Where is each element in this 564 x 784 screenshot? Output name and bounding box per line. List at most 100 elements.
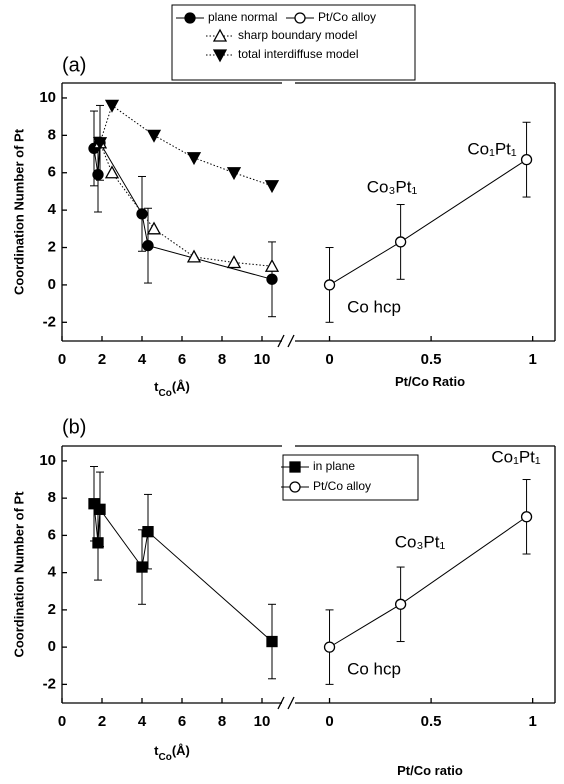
annotation: Co₁Pt₁ xyxy=(491,447,541,466)
y-tick-label: 2 xyxy=(48,601,56,618)
y-tick-label: 6 xyxy=(48,164,56,181)
legend-box xyxy=(282,454,419,501)
x-axis-label-part: Pt/Co ratio xyxy=(397,763,463,778)
annotation: Co hcp xyxy=(347,659,401,678)
x-axis-label-part: Co xyxy=(158,752,171,763)
x-tick-label: 0 xyxy=(325,351,333,368)
axis-break xyxy=(287,334,295,348)
marker xyxy=(186,249,202,263)
x-tick-label: 6 xyxy=(178,351,186,368)
marker xyxy=(92,537,104,549)
marker xyxy=(104,165,120,179)
y-tick-label: -2 xyxy=(43,313,56,330)
annotation: Co₁Pt₁ xyxy=(467,139,517,158)
x-axis-label: tCo(Å) xyxy=(154,379,190,399)
annotation: Co hcp xyxy=(347,297,401,316)
legend-label: sharp boundary model xyxy=(238,28,357,42)
marker xyxy=(323,279,336,291)
x-tick-label: 0 xyxy=(58,713,66,730)
marker xyxy=(94,503,106,515)
axis-break xyxy=(277,696,285,710)
marker xyxy=(226,255,242,269)
x-axis-label-part: (Å) xyxy=(172,379,190,394)
x-tick-label: 2 xyxy=(98,351,106,368)
x-tick-label: 0 xyxy=(325,713,333,730)
marker xyxy=(146,221,162,235)
y-tick-label: 0 xyxy=(48,638,56,655)
x-tick-label: 6 xyxy=(178,713,186,730)
marker xyxy=(142,526,154,538)
legend-marker xyxy=(212,28,228,42)
legend-marker xyxy=(294,12,306,24)
x-tick-label: 0.5 xyxy=(421,351,442,368)
marker xyxy=(186,152,202,166)
marker xyxy=(394,236,407,248)
series-line xyxy=(93,503,273,642)
x-axis-label: tCo(Å) xyxy=(154,743,190,763)
marker xyxy=(323,641,336,653)
y-tick-label: 4 xyxy=(48,201,57,218)
marker xyxy=(136,208,148,220)
legend-label: Pt/Co alloy xyxy=(318,10,376,24)
y-tick-label: 4 xyxy=(48,564,57,581)
marker xyxy=(520,511,533,523)
series-line xyxy=(329,159,527,286)
x-axis-label-part: (Å) xyxy=(172,743,190,758)
marker xyxy=(92,168,104,181)
panel-label: (a) xyxy=(62,54,86,76)
series-line xyxy=(93,141,273,280)
y-tick-label: 2 xyxy=(48,238,56,255)
x-axis-label-part: Co xyxy=(158,388,171,399)
y-tick-label: 6 xyxy=(48,526,56,543)
x-tick-label: 8 xyxy=(218,713,226,730)
y-axis-label: Coordination Number of Pt xyxy=(11,491,26,658)
x-tick-label: 1 xyxy=(528,351,536,368)
y-tick-label: 10 xyxy=(39,452,56,469)
marker xyxy=(226,167,242,181)
marker xyxy=(142,240,154,252)
y-tick-label: 0 xyxy=(48,276,56,293)
y-axis-label: Coordination Number of Pt xyxy=(11,128,26,295)
marker xyxy=(136,561,148,573)
legend-label: Pt/Co alloy xyxy=(313,479,371,493)
x-tick-label: 2 xyxy=(98,713,106,730)
legend-label: total interdiffuse model xyxy=(238,47,359,61)
axis-break xyxy=(287,696,295,710)
x-tick-label: 4 xyxy=(138,713,147,730)
legend-label: plane normal xyxy=(208,10,277,24)
marker xyxy=(264,258,280,272)
marker xyxy=(104,99,120,113)
x-axis-label-part: Pt/Co Ratio xyxy=(395,374,465,389)
axis-break xyxy=(277,334,285,348)
x-axis-label-part: t xyxy=(154,379,159,394)
y-tick-label: 10 xyxy=(39,89,56,106)
x-tick-label: 4 xyxy=(138,351,147,368)
y-tick-label: -2 xyxy=(43,675,56,692)
marker xyxy=(92,137,108,151)
marker xyxy=(266,635,278,648)
marker xyxy=(264,180,280,194)
series-line xyxy=(99,142,273,267)
marker xyxy=(146,129,162,143)
panel-label: (b) xyxy=(62,416,86,438)
marker xyxy=(394,598,407,610)
legend-marker xyxy=(289,461,301,473)
legend-marker xyxy=(289,481,301,493)
x-tick-label: 8 xyxy=(218,351,226,368)
x-tick-label: 10 xyxy=(254,351,271,368)
marker xyxy=(520,154,533,166)
x-tick-label: 0.5 xyxy=(421,713,442,730)
legend-label: in plane xyxy=(313,459,355,473)
x-tick-label: 10 xyxy=(254,713,271,730)
x-tick-label: 1 xyxy=(528,713,536,730)
marker xyxy=(266,273,278,285)
y-tick-label: 8 xyxy=(48,489,56,506)
x-axis-label: Pt/Co Ratio xyxy=(395,374,465,389)
annotation: Co₃Pt₁ xyxy=(367,177,418,196)
x-axis-label-part: t xyxy=(154,743,159,758)
x-axis-label: Pt/Co ratio xyxy=(397,763,463,778)
legend-marker xyxy=(184,12,196,24)
x-tick-label: 0 xyxy=(58,351,66,368)
y-tick-label: 8 xyxy=(48,126,56,143)
